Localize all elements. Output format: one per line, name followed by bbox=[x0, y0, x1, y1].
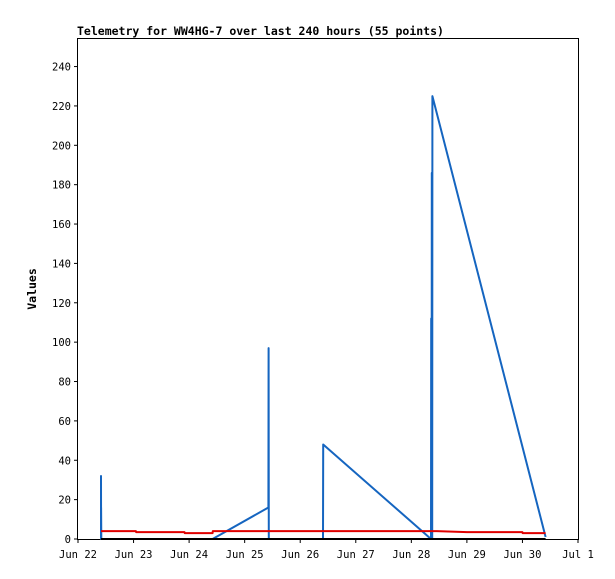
series-line-1 bbox=[100, 95, 547, 540]
y-tick-label: 180 bbox=[52, 180, 71, 192]
x-tick-label: Jul 1 bbox=[562, 549, 594, 561]
y-tick-label: 60 bbox=[58, 416, 71, 428]
y-tick-label: 140 bbox=[52, 258, 71, 270]
y-tick-label: 220 bbox=[52, 101, 71, 113]
x-tick-label: Jun 30 bbox=[503, 549, 541, 561]
y-tick-label: 240 bbox=[52, 62, 71, 74]
x-tick-label: Jun 23 bbox=[115, 549, 153, 561]
chart-title: Telemetry for WW4HG-7 over last 240 hour… bbox=[77, 24, 444, 38]
x-axis: Jun 22 Jun 23 Jun 24 Jun 25 Jun 26 Jun 27 Jun … bbox=[59, 539, 594, 561]
y-tick-label: 200 bbox=[52, 140, 71, 152]
y-tick-label: 80 bbox=[58, 377, 71, 389]
y-tick-label: 20 bbox=[58, 495, 71, 507]
series-line-2 bbox=[101, 530, 546, 535]
x-tick-label: Jun 24 bbox=[170, 549, 208, 561]
y-tick-label: 0 bbox=[65, 534, 71, 546]
y-axis-label: Values bbox=[25, 268, 39, 310]
y-tick-label: 160 bbox=[52, 219, 71, 231]
x-tick-label: Jun 25 bbox=[226, 549, 264, 561]
y-tick-label: 120 bbox=[52, 298, 71, 310]
x-tick-label: Jun 22 bbox=[59, 549, 97, 561]
y-tick-label: 100 bbox=[52, 337, 71, 349]
plot-frame bbox=[77, 38, 579, 540]
y-axis: 0 20 40 60 80 100 120 140 160 180 200 220 240 bbox=[52, 62, 78, 546]
x-tick-label: Jun 26 bbox=[281, 549, 319, 561]
series-layer bbox=[100, 95, 547, 540]
y-tick-label: 40 bbox=[58, 455, 71, 467]
x-tick-label: Jun 28 bbox=[392, 549, 430, 561]
x-tick-label: Jun 29 bbox=[448, 549, 486, 561]
x-tick-label: Jun 27 bbox=[337, 549, 375, 561]
